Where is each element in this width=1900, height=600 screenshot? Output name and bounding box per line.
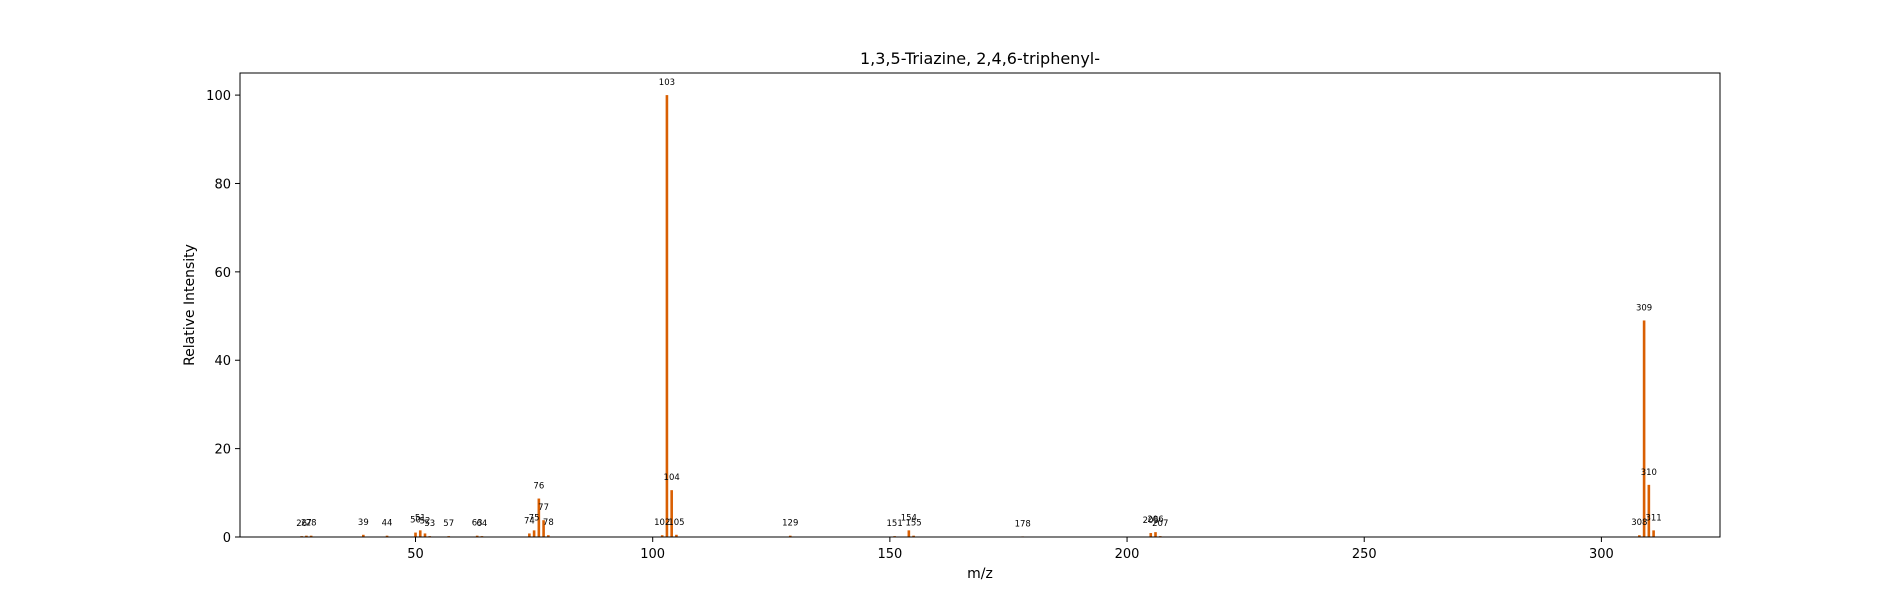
peak-label-151: 151 <box>887 519 903 529</box>
peak-label-52: 52 <box>420 516 431 526</box>
peak-bar-104 <box>670 490 673 537</box>
x-tick-label: 250 <box>1352 547 1377 562</box>
peak-bar-309 <box>1642 320 1646 537</box>
x-tick-label: 200 <box>1115 547 1140 562</box>
chart-title: 1,3,5-Triazine, 2,4,6-triphenyl- <box>860 49 1100 68</box>
peak-label-51: 51 <box>415 513 426 523</box>
peak-label-76: 76 <box>533 482 544 492</box>
peak-label-308: 308 <box>1631 518 1647 528</box>
peak-label-27: 27 <box>301 519 312 529</box>
peak-label-78: 78 <box>543 518 554 528</box>
peak-label-102: 102 <box>654 518 670 528</box>
peak-bar-51 <box>418 530 422 537</box>
x-axis-label: m/z <box>967 566 993 582</box>
peak-label-50: 50 <box>410 516 421 526</box>
peak-bar-78 <box>547 535 550 537</box>
peak-label-105: 105 <box>668 518 684 528</box>
peak-label-155: 155 <box>905 519 921 529</box>
peak-bar-155 <box>912 535 915 537</box>
peak-label-207: 207 <box>1152 519 1168 529</box>
peak-bar-102 <box>660 535 664 537</box>
peak-bar-28 <box>309 535 313 537</box>
y-axis-ticks: 0 20 40 60 80 100 <box>206 89 240 546</box>
y-tick-label: 80 <box>214 177 231 192</box>
peak-bar-52 <box>423 533 427 537</box>
peak-bar-103 <box>665 95 669 537</box>
x-tick-label: 150 <box>877 547 902 562</box>
y-tick-label: 40 <box>214 354 231 369</box>
peak-label-57: 57 <box>443 519 454 529</box>
peak-bar-50 <box>414 532 417 537</box>
peak-bar-39 <box>362 534 365 537</box>
peak-label-129: 129 <box>782 519 798 529</box>
peak-label-205: 205 <box>1143 516 1159 526</box>
peak-label-44: 44 <box>382 519 393 529</box>
peak-label-154: 154 <box>901 513 917 523</box>
peaks-layer <box>300 95 1655 537</box>
peak-label-311: 311 <box>1645 513 1661 523</box>
peak-bar-75 <box>532 530 536 537</box>
y-tick-label: 100 <box>206 89 231 104</box>
peak-bar-74 <box>528 533 531 537</box>
peak-label-104: 104 <box>664 473 680 483</box>
peak-label-26: 26 <box>296 519 307 529</box>
peak-label-77: 77 <box>538 503 549 513</box>
peak-bar-77 <box>542 520 545 537</box>
peak-label-63: 63 <box>472 519 483 529</box>
peak-bar-311 <box>1652 530 1655 537</box>
x-tick-label: 100 <box>640 547 665 562</box>
x-tick-label: 300 <box>1589 547 1614 562</box>
peak-label-39: 39 <box>358 518 369 528</box>
x-tick-label: 50 <box>407 547 424 562</box>
peak-bar-310 <box>1647 484 1651 537</box>
y-tick-label: 20 <box>214 443 231 458</box>
peak-label-64: 64 <box>477 519 488 529</box>
peak-bar-205 <box>1149 533 1153 537</box>
peak-bar-154 <box>907 530 911 537</box>
peak-bar-27 <box>305 535 308 537</box>
peak-label-74: 74 <box>524 516 535 526</box>
peak-label-206: 206 <box>1147 515 1163 525</box>
peak-bar-44 <box>385 535 389 537</box>
peak-bar-308 <box>1638 535 1641 537</box>
peak-label-75: 75 <box>529 513 540 523</box>
peak-label-28: 28 <box>306 519 317 529</box>
peak-label-310: 310 <box>1641 468 1657 478</box>
peak-label-178: 178 <box>1015 520 1031 530</box>
peak-bar-129 <box>788 535 792 537</box>
y-axis-label: Relative Intensity <box>182 244 198 366</box>
x-axis-ticks: 50 100 150 200 250 300 <box>407 537 1614 562</box>
peak-bar-206 <box>1154 532 1157 537</box>
peak-label-103: 103 <box>659 78 675 88</box>
peak-label-309: 309 <box>1636 303 1652 313</box>
peak-bar-63 <box>475 535 479 537</box>
peak-label-53: 53 <box>424 519 435 529</box>
plot-frame <box>239 72 1721 538</box>
peak-bar-76 <box>537 498 541 537</box>
y-tick-label: 60 <box>214 266 231 281</box>
peak-bar-105 <box>675 534 678 537</box>
y-tick-label: 0 <box>223 531 231 546</box>
